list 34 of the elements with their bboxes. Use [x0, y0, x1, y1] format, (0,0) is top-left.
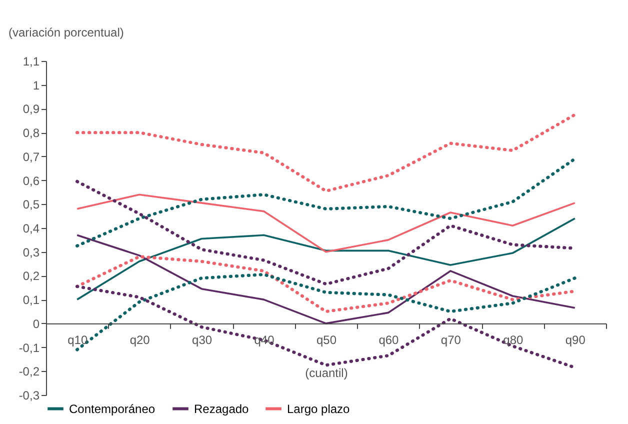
y-tick-label: -0,2 [18, 364, 40, 379]
line-series [76, 218, 576, 300]
y-tick-label: 1 [32, 78, 40, 92]
x-tick-label: q20 [130, 332, 150, 347]
line-series [76, 113, 576, 193]
x-tick-label: q10 [68, 332, 88, 347]
y-tick-label: 0,6 [22, 174, 40, 188]
y-tick-label: 0,9 [22, 102, 40, 116]
y-tick-label: 0,2 [22, 269, 40, 284]
y-axis-title: (variación porcentual) [8, 26, 124, 40]
y-tick-label: 0,4 [22, 222, 40, 236]
line-series [76, 234, 576, 324]
y-tick-label: 1,1 [22, 54, 40, 68]
y-tick-label: -0,1 [18, 340, 40, 355]
x-tick-label: q60 [378, 332, 400, 347]
y-tick-label: 0,8 [22, 126, 40, 140]
y-tick-label: -0,3 [18, 388, 40, 402]
x-tick-label: q80 [503, 332, 524, 347]
line-series [76, 255, 576, 314]
y-tick-label: 0,5 [22, 198, 40, 212]
y-tick-label: 0,1 [22, 293, 40, 308]
y-tick-label: 0,7 [22, 150, 40, 164]
x-tick-label: q70 [440, 332, 462, 347]
legend-label: Largo plazo [287, 402, 350, 416]
x-tick-label: q90 [565, 332, 586, 347]
x-tick-label: q50 [316, 332, 337, 347]
legend-label: Rezagado [194, 402, 250, 416]
x-tick-label: q30 [192, 332, 212, 347]
line-series [76, 157, 576, 248]
y-tick-label: 0,3 [22, 245, 40, 260]
y-tick-label: 0 [32, 316, 40, 331]
x-axis-title: (cuantil) [305, 366, 348, 380]
legend-label: Contemporáneo [69, 402, 156, 416]
line-series [76, 194, 576, 253]
